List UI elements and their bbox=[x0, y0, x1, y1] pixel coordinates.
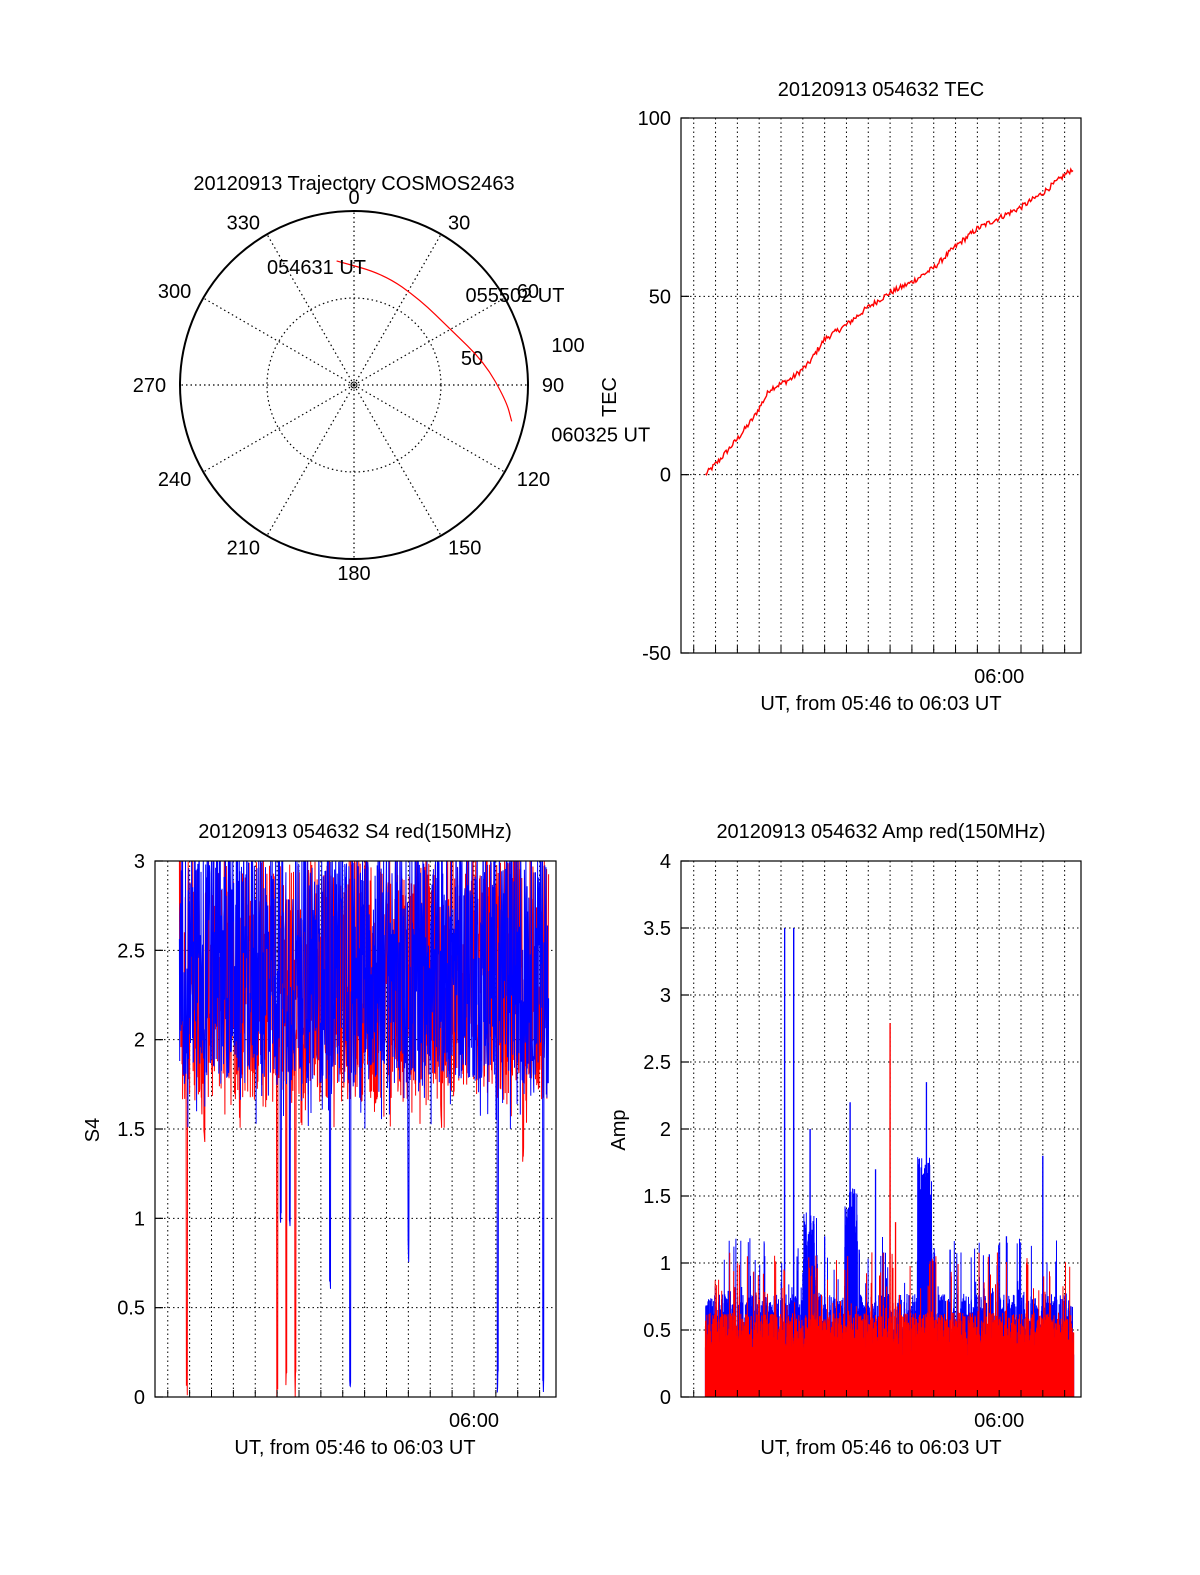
tec-grid bbox=[681, 117, 1081, 654]
polar-angle-label: 210 bbox=[227, 538, 260, 560]
polar-chart: 20120913 Trajectory COSMOS2463 0 30 60 90 12… bbox=[133, 173, 650, 585]
s4-title: 20120913 054632 S4 red(150MHz) bbox=[198, 821, 512, 843]
tec-series-line bbox=[704, 167, 1074, 476]
tec-y-label: TEC bbox=[599, 377, 621, 417]
tec-chart: 20120913 054632 TEC -50 0 50 100 06:00 UT, … bbox=[599, 79, 1082, 715]
polar-spoke bbox=[353, 234, 442, 386]
s4-ytick-label: 3 bbox=[134, 851, 145, 873]
tec-ytick-label: -50 bbox=[642, 643, 671, 665]
polar-trajectory-line bbox=[336, 260, 513, 422]
polar-annotations: 054631 UT 055502 UT 060325 UT bbox=[267, 257, 650, 447]
polar-angle-labels: 0 30 60 90 120 150 180 210 240 270 300 330 bbox=[133, 187, 564, 585]
polar-spoke bbox=[266, 234, 355, 386]
amp-ytick-label: 4 bbox=[660, 851, 671, 873]
s4-x-ticks: 06:00 bbox=[167, 1390, 541, 1432]
polar-grid bbox=[179, 210, 529, 560]
tec-x-ticks: 06:00 bbox=[693, 646, 1066, 688]
amp-x-label: UT, from 05:46 to 06:03 UT bbox=[760, 1437, 1001, 1459]
polar-series bbox=[336, 260, 513, 422]
s4-ytick-label: 1.5 bbox=[117, 1119, 145, 1141]
s4-ytick-label: 0 bbox=[134, 1387, 145, 1409]
polar-angle-label: 120 bbox=[517, 469, 550, 491]
s4-series-line bbox=[178, 861, 550, 1393]
amp-series bbox=[704, 927, 1075, 1398]
tec-x-label: UT, from 05:46 to 06:03 UT bbox=[760, 693, 1001, 715]
amp-chart: 20120913 054632 Amp red(150MHz) 0 0.5 1 1.5… bbox=[608, 821, 1082, 1459]
polar-angle-label: 150 bbox=[448, 538, 481, 560]
amp-ytick-label: 1.5 bbox=[643, 1186, 671, 1208]
tec-ytick-label: 100 bbox=[638, 108, 671, 130]
polar-angle-label: 270 bbox=[133, 375, 166, 397]
amp-ytick-label: 0.5 bbox=[643, 1320, 671, 1342]
tec-y-ticks: -50 0 50 100 bbox=[638, 108, 689, 665]
polar-spoke bbox=[353, 297, 505, 386]
polar-annotation: 055502 UT bbox=[466, 285, 565, 307]
s4-y-ticks: 0 0.5 1 1.5 2 2.5 3 bbox=[117, 851, 163, 1409]
tec-xtick-label: 06:00 bbox=[974, 666, 1024, 688]
polar-title: 20120913 Trajectory COSMOS2463 bbox=[193, 173, 514, 195]
amp-title: 20120913 054632 Amp red(150MHz) bbox=[716, 821, 1045, 843]
amp-series-line bbox=[704, 1023, 1075, 1398]
polar-outer-ring bbox=[179, 210, 529, 560]
polar-radius-labels: 50 100 bbox=[461, 335, 585, 370]
s4-xtick-label: 06:00 bbox=[449, 1410, 499, 1432]
tec-series bbox=[704, 167, 1074, 476]
amp-x-ticks: 06:00 bbox=[693, 1390, 1066, 1432]
polar-angle-label: 30 bbox=[448, 212, 470, 234]
s4-ytick-label: 1 bbox=[134, 1208, 145, 1230]
s4-ytick-label: 2.5 bbox=[117, 940, 145, 962]
s4-x-label: UT, from 05:46 to 06:03 UT bbox=[234, 1437, 475, 1459]
polar-angle-label: 300 bbox=[158, 281, 191, 303]
s4-chart: 20120913 054632 S4 red(150MHz) 0 0.5 1 1.5 2… bbox=[82, 821, 557, 1459]
polar-spoke bbox=[266, 384, 355, 536]
s4-ytick-label: 2 bbox=[134, 1030, 145, 1052]
amp-y-ticks: 0 0.5 1 1.5 2 2.5 3 3.5 4 bbox=[643, 851, 689, 1409]
amp-ytick-label: 0 bbox=[660, 1387, 671, 1409]
polar-spoke bbox=[353, 384, 505, 473]
amp-xtick-label: 06:00 bbox=[974, 1410, 1024, 1432]
polar-spoke bbox=[203, 297, 355, 386]
tec-ytick-label: 0 bbox=[660, 465, 671, 487]
amp-ytick-label: 3.5 bbox=[643, 918, 671, 940]
amp-ytick-label: 2 bbox=[660, 1119, 671, 1141]
polar-annotation: 060325 UT bbox=[551, 425, 650, 447]
amp-y-label: Amp bbox=[608, 1109, 630, 1150]
s4-ytick-label: 0.5 bbox=[117, 1298, 145, 1320]
s4-series bbox=[178, 861, 550, 1397]
polar-annotation: 054631 UT bbox=[267, 257, 366, 279]
tec-frame bbox=[680, 117, 1082, 654]
polar-spoke bbox=[203, 384, 355, 473]
polar-angle-label: 0 bbox=[348, 187, 359, 209]
polar-spoke bbox=[353, 384, 442, 536]
tec-ytick-label: 50 bbox=[649, 286, 671, 308]
amp-ytick-label: 2.5 bbox=[643, 1052, 671, 1074]
polar-angle-label: 180 bbox=[337, 563, 370, 585]
polar-radius-label: 100 bbox=[551, 335, 584, 357]
s4-y-label: S4 bbox=[82, 1118, 104, 1142]
polar-angle-label: 330 bbox=[227, 212, 260, 234]
amp-ytick-label: 3 bbox=[660, 985, 671, 1007]
polar-radius-label: 50 bbox=[461, 348, 483, 370]
polar-angle-label: 60 bbox=[517, 281, 539, 303]
amp-ytick-label: 1 bbox=[660, 1253, 671, 1275]
tec-title: 20120913 054632 TEC bbox=[778, 79, 984, 101]
polar-center bbox=[350, 381, 358, 389]
polar-angle-label: 240 bbox=[158, 469, 191, 491]
polar-angle-label: 90 bbox=[542, 375, 564, 397]
